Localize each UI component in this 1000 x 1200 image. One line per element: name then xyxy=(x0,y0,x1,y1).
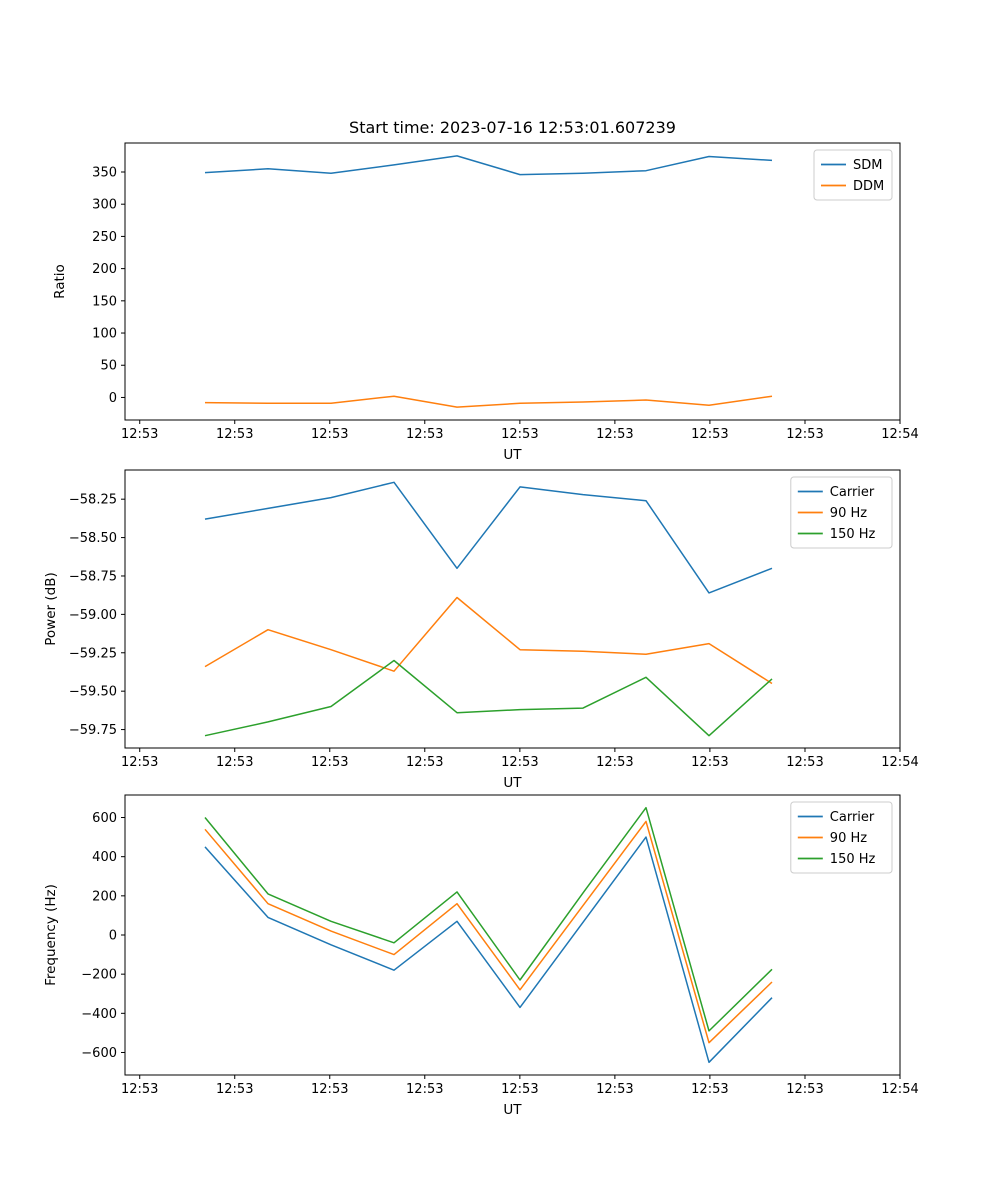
series-line-carrier xyxy=(204,836,773,1064)
x-tick-label: 12:53 xyxy=(691,1082,728,1097)
x-tick-label: 12:53 xyxy=(121,427,158,442)
x-tick-label: 12:53 xyxy=(121,755,158,770)
x-tick-label: 12:53 xyxy=(216,1082,253,1097)
y-tick-label: 150 xyxy=(92,294,117,309)
x-tick-label: 12:53 xyxy=(406,755,443,770)
y-tick-label: 400 xyxy=(92,850,117,865)
x-tick-label: 12:53 xyxy=(121,1082,158,1097)
x-tick-label: 12:53 xyxy=(216,427,253,442)
y-tick-label: 600 xyxy=(92,811,117,826)
y-tick-label: 100 xyxy=(92,327,117,342)
x-tick-label: 12:53 xyxy=(501,427,538,442)
x-tick-label: 12:53 xyxy=(786,1082,823,1097)
x-tick-label: 12:53 xyxy=(311,427,348,442)
y-tick-label: 300 xyxy=(92,198,117,213)
y-tick-label: −58.50 xyxy=(69,531,117,546)
y-tick-label: −59.75 xyxy=(69,723,117,738)
x-tick-label: 12:53 xyxy=(596,755,633,770)
y-tick-label: 200 xyxy=(92,889,117,904)
axes-frame xyxy=(124,469,901,749)
y-tick-label: 200 xyxy=(92,262,117,277)
y-axis-label: Ratio xyxy=(52,264,68,299)
y-axis-label: Frequency (Hz) xyxy=(43,884,59,986)
subplot-0: 12:53 12:53 12:53 12:53 12:53 12:53 12:53 12:53… xyxy=(52,142,919,463)
legend-label: 150 Hz xyxy=(830,852,876,867)
x-tick-label: 12:53 xyxy=(596,427,633,442)
legend-label: 90 Hz xyxy=(830,831,867,846)
legend-label: SDM xyxy=(853,158,882,173)
x-tick-label: 12:53 xyxy=(786,427,823,442)
y-tick-label: 250 xyxy=(92,230,117,245)
y-tick-label: −400 xyxy=(81,1007,117,1022)
x-tick-label: 12:54 xyxy=(881,1082,918,1097)
x-axis-label: UT xyxy=(503,1102,522,1118)
y-tick-label: −200 xyxy=(81,968,117,983)
figure-title: Start time: 2023-07-16 12:53:01.607239 xyxy=(349,118,676,137)
legend-box xyxy=(790,476,893,549)
x-tick-label: 12:53 xyxy=(501,755,538,770)
x-axis-label: UT xyxy=(503,447,522,463)
x-tick-label: 12:53 xyxy=(311,1082,348,1097)
series-line-150-hz xyxy=(204,659,773,737)
x-tick-label: 12:53 xyxy=(691,755,728,770)
legend: Carrier 90 Hz 150 Hz xyxy=(790,476,893,549)
legend-label: 150 Hz xyxy=(830,527,876,542)
x-tick-label: 12:53 xyxy=(216,755,253,770)
x-tick-label: 12:53 xyxy=(786,755,823,770)
legend-box xyxy=(813,149,893,201)
legend-label: DDM xyxy=(853,179,884,194)
legend: Carrier 90 Hz 150 Hz xyxy=(790,801,893,874)
y-axis-label: Power (dB) xyxy=(43,572,59,645)
series-line-ddm xyxy=(204,395,773,408)
subplot-2: 12:53 12:53 12:53 12:53 12:53 12:53 12:53 12:53… xyxy=(43,794,919,1118)
legend-label: Carrier xyxy=(830,810,875,825)
x-tick-label: 12:53 xyxy=(311,755,348,770)
y-tick-label: −58.25 xyxy=(69,493,117,508)
axes-frame xyxy=(124,142,901,421)
y-tick-label: −600 xyxy=(81,1046,117,1061)
subplot-1: 12:53 12:53 12:53 12:53 12:53 12:53 12:53 12:53… xyxy=(43,469,919,791)
legend-label: Carrier xyxy=(830,485,875,500)
series-line-carrier xyxy=(204,481,773,594)
series-line-sdm xyxy=(204,155,773,176)
y-tick-label: −59.25 xyxy=(69,646,117,661)
legend: SDM DDM xyxy=(813,149,893,201)
x-axis-label: UT xyxy=(503,775,522,791)
x-tick-label: 12:54 xyxy=(881,427,918,442)
series-line-90-hz xyxy=(204,820,773,1044)
y-tick-label: 50 xyxy=(100,359,117,374)
x-tick-label: 12:53 xyxy=(501,1082,538,1097)
legend-label: 90 Hz xyxy=(830,506,867,521)
axes-frame xyxy=(124,794,901,1076)
y-tick-label: 0 xyxy=(109,391,117,406)
series-line-90-hz xyxy=(204,596,773,685)
legend-box xyxy=(790,801,893,874)
x-tick-label: 12:54 xyxy=(881,755,918,770)
x-tick-label: 12:53 xyxy=(406,1082,443,1097)
y-tick-label: 0 xyxy=(109,929,117,944)
y-tick-label: −58.75 xyxy=(69,569,117,584)
x-tick-label: 12:53 xyxy=(596,1082,633,1097)
y-tick-label: −59.50 xyxy=(69,685,117,700)
x-tick-label: 12:53 xyxy=(691,427,728,442)
series-line-150-hz xyxy=(204,806,773,1032)
y-tick-label: −59.00 xyxy=(69,608,117,623)
y-tick-label: 350 xyxy=(92,165,117,180)
x-tick-label: 12:53 xyxy=(406,427,443,442)
